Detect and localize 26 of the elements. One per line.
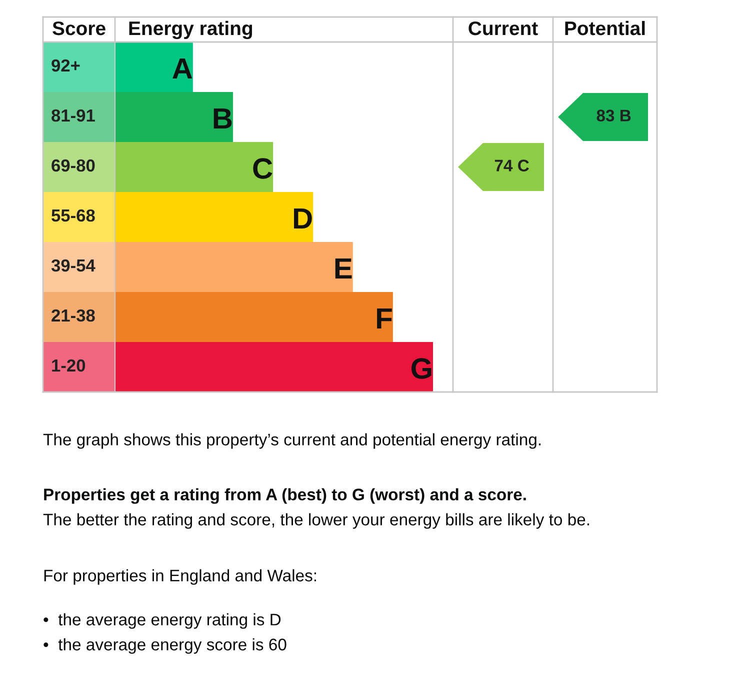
- text: Potential: [565, 20, 645, 36]
- text: 83 B: [596, 110, 631, 122]
- annotation: G: [412, 358, 432, 379]
- annotation: F: [377, 308, 392, 329]
- chart-title: Energy rating: [129, 20, 252, 40]
- y-tick-label: 69-80: [52, 159, 95, 172]
- text: • the average energy score is 60: [44, 638, 286, 654]
- annotation: A: [172, 58, 192, 79]
- annotation: D: [294, 208, 312, 229]
- text: 74 C: [494, 160, 529, 172]
- annotation: C: [253, 158, 272, 179]
- y-tick-label: 39-54: [51, 259, 96, 272]
- y-tick-label: 81-91: [52, 109, 95, 122]
- y-tick-label: 1-20: [52, 359, 86, 372]
- text: Properties get a rating from A (best) to G (worst) and a score.: [44, 488, 526, 504]
- y-tick-label: 92+: [52, 59, 80, 72]
- text: • the average energy rating is D: [44, 613, 281, 629]
- text: For properties in England and Wales:: [44, 569, 316, 585]
- y-tick-label: 55-68: [52, 209, 95, 222]
- annotation: E: [335, 258, 352, 279]
- y-tick-label: 21-38: [52, 309, 95, 322]
- text: The graph shows this property’s current and potential energy rating.: [43, 433, 541, 449]
- annotation: B: [214, 108, 232, 129]
- text: The better the rating and score, the lower your energy bills are likely to be.: [43, 513, 589, 529]
- y-axis-title: Score: [52, 21, 106, 36]
- text: Current: [468, 21, 538, 36]
